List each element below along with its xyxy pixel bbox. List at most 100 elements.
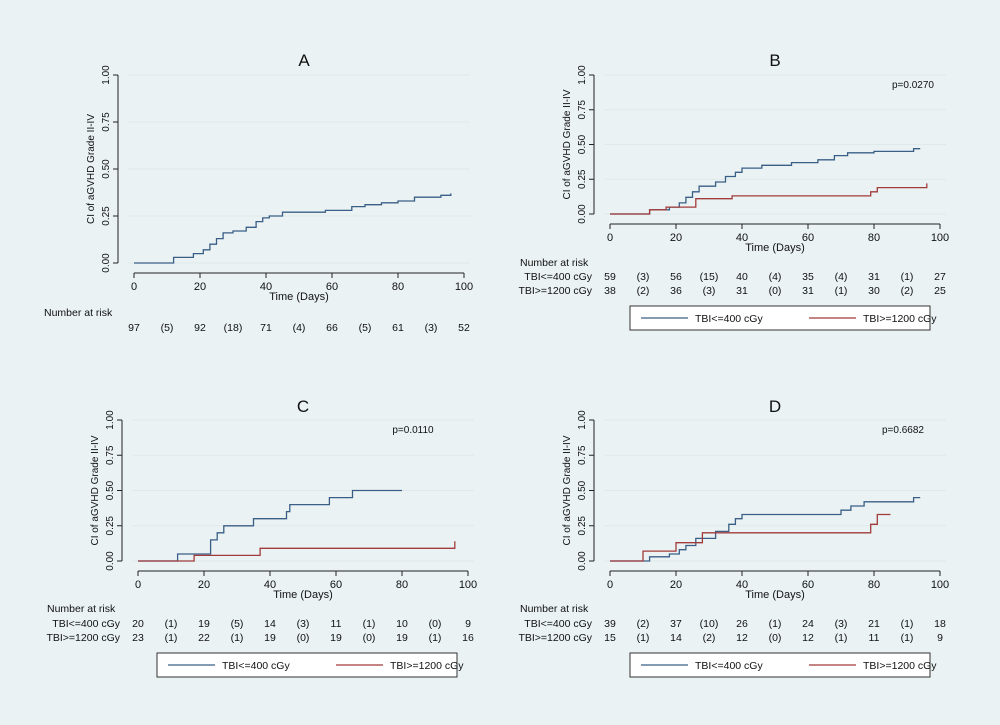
risk-cell: (3) [297, 618, 310, 630]
risk-cell: 19 [264, 632, 276, 644]
risk-table-title: Number at risk [44, 307, 113, 319]
risk-cell: 10 [396, 618, 408, 630]
legend-label: TBI>=1200 cGy [863, 660, 937, 672]
risk-cell: 71 [260, 322, 272, 334]
risk-cell: (3) [703, 285, 716, 297]
panel-d: D 0.00 0.25 0.50 0.75 1.00 CI of aGVHD Grade I… [518, 397, 949, 678]
risk-cell: 52 [458, 322, 470, 334]
panel-title: A [298, 51, 310, 70]
x-axis-label: Time (Days) [745, 589, 804, 601]
series-line-1 [610, 148, 921, 215]
x-tick-label: 0 [607, 232, 613, 244]
risk-cell: (3) [835, 618, 848, 630]
y-tick-label: 0.25 [105, 516, 116, 536]
risk-cell: 25 [934, 285, 946, 297]
panel-a: A 0.00 0.25 0.50 0.75 1.00 CI of aGVHD Grade I… [44, 51, 473, 334]
risk-cell: (15) [700, 271, 719, 283]
risk-cell: 31 [802, 285, 814, 297]
risk-cell: (18) [224, 322, 243, 334]
risk-cell: (1) [363, 618, 376, 630]
risk-cell: (3) [637, 271, 650, 283]
risk-cell: 19 [396, 632, 408, 644]
risk-cell: 61 [392, 322, 404, 334]
y-tick-label: 1.00 [577, 410, 588, 430]
x-tick-label: 80 [396, 579, 408, 591]
y-axis-label: CI of aGVHD Grade II-IV [86, 114, 97, 224]
risk-table-title: Number at risk [520, 603, 589, 615]
series-line-1 [134, 193, 452, 264]
risk-cell: (0) [363, 632, 376, 644]
y-tick-label: 0.25 [577, 169, 588, 189]
x-tick-label: 60 [802, 232, 814, 244]
risk-cell: 19 [330, 632, 342, 644]
risk-cell: (4) [835, 271, 848, 283]
risk-cell: (0) [297, 632, 310, 644]
y-tick-label: 1.00 [101, 65, 112, 85]
risk-cell: 36 [670, 285, 682, 297]
risk-cell: (4) [769, 271, 782, 283]
series-line-2 [610, 513, 891, 562]
y-tick-label: 1.00 [105, 410, 116, 430]
risk-cell: 40 [736, 271, 748, 283]
x-tick-label: 100 [931, 579, 949, 591]
risk-cell: (5) [161, 322, 174, 334]
y-tick-label: 0.00 [577, 551, 588, 571]
legend-label: TBI>=1200 cGy [390, 660, 464, 672]
legend-label: TBI<=400 cGy [695, 313, 763, 325]
risk-cell: (1) [165, 632, 178, 644]
risk-cell: (2) [703, 632, 716, 644]
y-axis-label: CI of aGVHD Grade II-IV [562, 435, 573, 545]
legend: TBI<=400 cGy TBI>=1200 cGy [156, 652, 464, 678]
series-line-2 [138, 541, 456, 562]
risk-cell: 12 [802, 632, 814, 644]
series-line-1 [610, 496, 921, 562]
risk-cell: 23 [132, 632, 144, 644]
risk-cell: 56 [670, 271, 682, 283]
legend: TBI<=400 cGy TBI>=1200 cGy [629, 652, 937, 678]
series-line-2 [610, 183, 928, 215]
risk-cell: 12 [736, 632, 748, 644]
risk-cell: 22 [198, 632, 210, 644]
risk-cell: (0) [429, 618, 442, 630]
y-tick-label: 0.75 [101, 112, 112, 132]
panel-c: C 0.00 0.25 0.50 0.75 1.00 CI of aGVHD Grade I… [46, 397, 477, 678]
risk-row-label: TBI<=400 cGy [52, 618, 120, 630]
risk-cell: (1) [231, 632, 244, 644]
y-tick-label: 0.50 [577, 480, 588, 500]
risk-cell: 20 [132, 618, 144, 630]
x-tick-label: 100 [455, 281, 473, 293]
x-tick-label: 20 [670, 579, 682, 591]
y-tick-label: 0.00 [577, 204, 588, 224]
risk-cell: (1) [429, 632, 442, 644]
risk-cell: 19 [198, 618, 210, 630]
risk-cell: 92 [194, 322, 206, 334]
x-tick-label: 60 [326, 281, 338, 293]
risk-row-label: TBI>=1200 cGy [518, 285, 592, 297]
risk-cell: 35 [802, 271, 814, 283]
risk-cell: (5) [231, 618, 244, 630]
risk-cell: 31 [736, 285, 748, 297]
risk-cell: 38 [604, 285, 616, 297]
series-line-1 [138, 489, 402, 562]
risk-cell: (1) [165, 618, 178, 630]
risk-cell: (1) [835, 632, 848, 644]
y-tick-label: 0.75 [577, 100, 588, 120]
risk-cell: (2) [637, 285, 650, 297]
risk-cell: 14 [670, 632, 682, 644]
risk-cell: (1) [901, 632, 914, 644]
risk-row-label: TBI<=400 cGy [524, 618, 592, 630]
x-tick-label: 80 [392, 281, 404, 293]
risk-cell: 26 [736, 618, 748, 630]
panel-title: D [769, 397, 781, 416]
p-value: p=0.0110 [392, 425, 434, 436]
risk-row-label: TBI<=400 cGy [524, 271, 592, 283]
y-tick-label: 0.50 [101, 159, 112, 179]
risk-table-title: Number at risk [520, 257, 589, 269]
panel-b: B 0.00 0.25 0.50 0.75 1.00 CI of aGVHD Grade I… [518, 51, 949, 331]
y-axis-label: CI of aGVHD Grade II-IV [562, 89, 573, 199]
risk-cell: (0) [769, 632, 782, 644]
y-tick-label: 0.75 [105, 445, 116, 465]
p-value: p=0.6682 [882, 425, 924, 436]
risk-row-label: TBI>=1200 cGy [518, 632, 592, 644]
risk-cell: (1) [901, 271, 914, 283]
